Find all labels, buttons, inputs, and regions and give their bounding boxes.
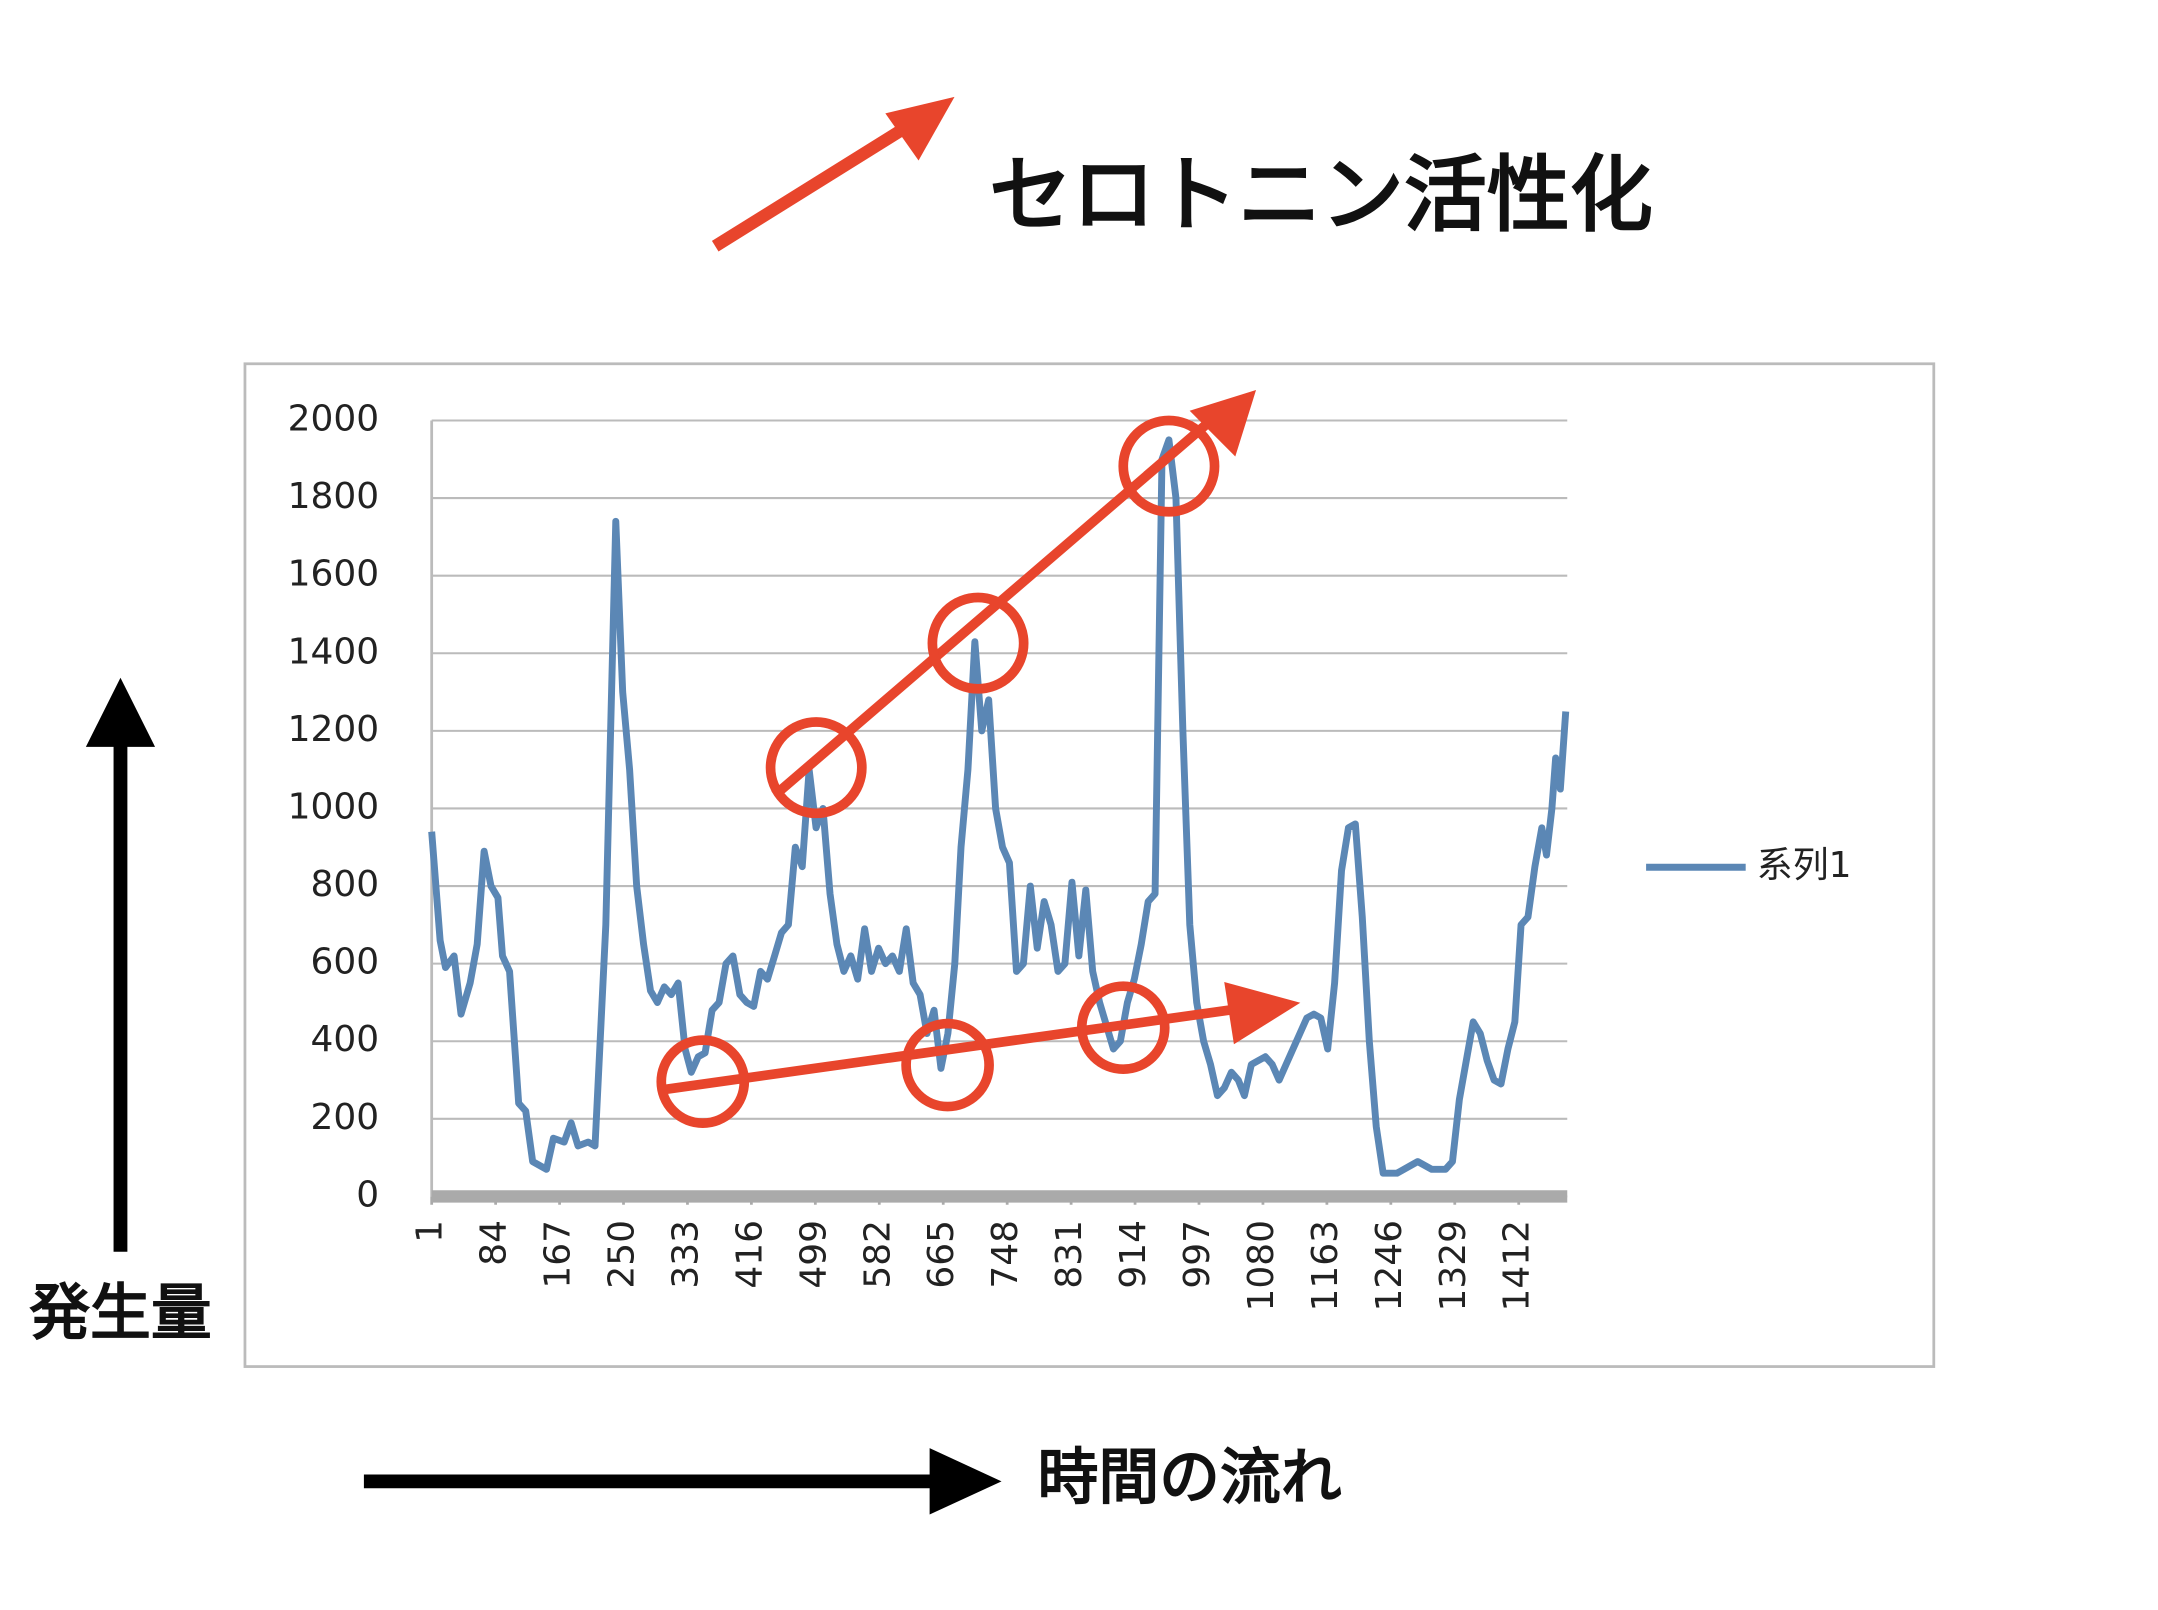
x-tick-label: 1329	[1433, 1220, 1474, 1312]
x-tick-label: 1163	[1305, 1220, 1346, 1311]
y-tick-label: 1800	[288, 476, 380, 517]
marker-circle	[927, 592, 1029, 694]
x-direction-arrowhead	[929, 1448, 1002, 1515]
legend-label: 系列1	[1757, 845, 1852, 886]
x-tick-label: 250	[602, 1220, 643, 1289]
trend-arrow-lower	[660, 1002, 1253, 1095]
y-tick-label: 1200	[288, 709, 380, 750]
y-tick-label: 0	[356, 1174, 379, 1215]
x-tick-label: 997	[1177, 1220, 1218, 1289]
y-tick-label: 1000	[288, 786, 380, 827]
x-tick-label: 831	[1049, 1220, 1090, 1289]
decor-arrow	[711, 121, 910, 252]
decor-arrowhead	[885, 96, 955, 161]
x-tick-label: 84	[474, 1220, 515, 1266]
marker-circle	[765, 717, 867, 819]
y-tick-label: 200	[310, 1097, 379, 1138]
marker-circle	[1118, 415, 1220, 517]
x-tick-label: 582	[857, 1220, 898, 1289]
y-tick-label: 2000	[288, 398, 380, 439]
x-tick-label: 499	[793, 1220, 834, 1289]
x-tick-label: 748	[985, 1220, 1026, 1289]
x-tick-label: 914	[1113, 1220, 1154, 1289]
y-tick-label: 1400	[288, 631, 380, 672]
y-tick-label: 400	[310, 1019, 379, 1060]
marker-circle	[1076, 981, 1170, 1075]
chart-title: セロトニン活性化	[989, 146, 1653, 243]
y-direction-arrowhead	[85, 677, 156, 747]
x-tick-label: 1246	[1369, 1220, 1410, 1312]
annotations	[656, 411, 1253, 1128]
x-tick-label: 333	[665, 1220, 706, 1289]
trend-arrowhead	[1189, 390, 1257, 457]
x-tick-label: 416	[729, 1220, 770, 1289]
y-tick-label: 600	[310, 942, 379, 983]
axes: 0 200 400 600 800 1000 1200 1400 1600 1800 2000 1 84…	[288, 398, 1568, 1311]
x-tick-label: 665	[921, 1220, 962, 1289]
x-tick-label: 1	[410, 1220, 451, 1243]
y-tick-label: 1600	[288, 554, 380, 595]
data-line	[428, 436, 1570, 1177]
marker-circle	[901, 1018, 994, 1112]
marker-circle	[656, 1035, 750, 1128]
x-axis-label: 時間の流れ	[1038, 1443, 1342, 1513]
x-tick-label: 1412	[1497, 1220, 1538, 1312]
y-tick-label: 800	[310, 864, 379, 905]
x-tick-label: 1080	[1241, 1220, 1282, 1312]
y-axis-label: 発生量	[29, 1278, 212, 1348]
trend-arrowhead	[1224, 982, 1301, 1045]
plot: 系列1	[428, 436, 1852, 1177]
x-tick-label: 167	[538, 1220, 579, 1289]
